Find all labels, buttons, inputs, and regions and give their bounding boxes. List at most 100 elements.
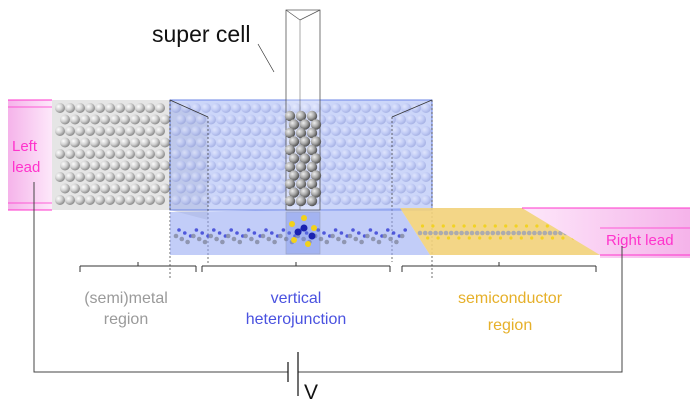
monolayer-atom: [272, 239, 277, 245]
top-slab-atom: [256, 137, 266, 148]
top-slab-atom: [201, 126, 211, 136]
top-slab-atom: [206, 160, 216, 171]
top-slab-atom: [221, 195, 231, 205]
monolayer-atom: [388, 236, 393, 242]
top-slab-atom: [191, 172, 201, 182]
super-cell-atom: [288, 119, 300, 130]
semimetal-atom: [90, 183, 100, 194]
top-slab-atom: [391, 126, 401, 136]
top-slab-atom: [211, 126, 221, 136]
top-slab-atom: [196, 137, 206, 148]
top-slab-atom: [321, 172, 331, 182]
top-slab-atom: [241, 149, 251, 159]
semimetal-atom: [140, 114, 150, 125]
top-slab-atom: [416, 114, 426, 125]
super-cell-atom: [284, 195, 296, 207]
top-slab-atom: [266, 137, 276, 148]
top-slab-atom: [361, 172, 371, 182]
monolayer-atom: [266, 236, 272, 242]
semimetal-atom: [160, 183, 170, 194]
top-slab-atom: [261, 103, 271, 113]
monolayer-atom: [260, 233, 266, 239]
semimetal-atom: [65, 126, 75, 136]
semiconductor-atom: [433, 230, 438, 236]
top-slab-atom: [171, 126, 181, 136]
monolayer-blue-atom: [391, 231, 396, 235]
top-slab-atom: [251, 149, 261, 159]
semimetal-atom: [145, 172, 155, 182]
top-slab-atom: [186, 160, 196, 171]
semiconductor-atom: [443, 230, 449, 236]
top-slab-atom: [401, 149, 411, 159]
semiconductor-chalcogen: [457, 236, 461, 240]
right-lead-label: Right lead: [606, 232, 674, 249]
semimetal-atom: [115, 195, 125, 205]
semiconductor-chalcogen: [488, 236, 492, 240]
monolayer-atom: [359, 239, 364, 245]
top-slab-atom: [376, 114, 386, 125]
supercell-yellow-atom: [289, 221, 295, 227]
top-slab-atom: [201, 172, 211, 182]
super-cell-pointer: [257, 43, 275, 73]
bottom-monolayer-atoms: [173, 228, 408, 245]
top-slab-atom: [351, 103, 361, 113]
top-slab-atom: [356, 160, 366, 171]
semimetal-atom: [95, 126, 105, 136]
right-lead-box: [522, 208, 690, 258]
semimetal-atom: [100, 160, 110, 171]
semiconductor-atom: [454, 230, 459, 236]
monolayer-atom: [283, 236, 289, 242]
top-slab-atom: [416, 183, 426, 194]
left-lead: Left lead: [8, 99, 52, 211]
semimetal-atom: [90, 160, 100, 171]
semimetal-atom: [160, 137, 170, 148]
semimetal-atom: [55, 126, 65, 136]
semiconductor-bracket: [401, 262, 597, 272]
top-slab-atom: [381, 172, 391, 182]
top-slab-atom: [301, 103, 311, 113]
semiconductor-chalcogen: [493, 224, 497, 228]
semimetal-atom: [120, 160, 130, 171]
top-slab-atom: [266, 183, 276, 194]
semiconductor-atom: [417, 230, 423, 236]
super-cell-atom: [310, 170, 322, 181]
semimetal-atom: [95, 195, 105, 205]
semimetal-atom: [140, 137, 150, 148]
top-slab-atom: [371, 172, 381, 182]
top-slab-atom: [346, 160, 356, 171]
semiconductor-atom: [558, 230, 563, 236]
top-slab-atom: [366, 114, 376, 125]
top-slab-atom: [271, 126, 281, 136]
top-slab-atom: [371, 126, 381, 136]
semiconductor-chalcogen: [478, 236, 482, 240]
semimetal-atom: [80, 160, 90, 171]
top-slab-atom: [251, 126, 261, 136]
top-slab-atom: [271, 103, 281, 113]
semiconductor-atom: [480, 230, 485, 236]
semiconductor-chalcogen: [514, 224, 518, 228]
semiconductor-atom: [552, 230, 558, 236]
semimetal-atom: [65, 195, 75, 205]
super-cell-atom: [284, 110, 296, 122]
semimetal-atom: [125, 126, 135, 136]
super-cell-atom: [310, 153, 322, 164]
top-slab-atom: [381, 103, 391, 113]
top-slab-atom: [226, 114, 236, 125]
semimetal-atom: [85, 195, 95, 205]
monolayer-atom: [202, 239, 208, 245]
top-slab-atom: [261, 195, 271, 205]
top-slab-atom: [341, 172, 351, 182]
super-cell-atom: [306, 144, 318, 156]
super-cell-atom: [288, 187, 300, 198]
semimetal-slab: [52, 100, 208, 220]
semimetal-atom: [115, 172, 125, 182]
semiconductor-atom: [542, 230, 548, 236]
semimetal-atom: [55, 195, 65, 205]
super-cell-atom: [299, 119, 311, 130]
semimetal-atom: [120, 114, 130, 125]
semiconductor-chalcogen: [420, 224, 425, 228]
top-slab-atom: [251, 172, 261, 182]
monolayer-blue-atom: [229, 228, 233, 232]
top-slab-atom: [226, 137, 236, 148]
monolayer-atom: [399, 233, 405, 239]
